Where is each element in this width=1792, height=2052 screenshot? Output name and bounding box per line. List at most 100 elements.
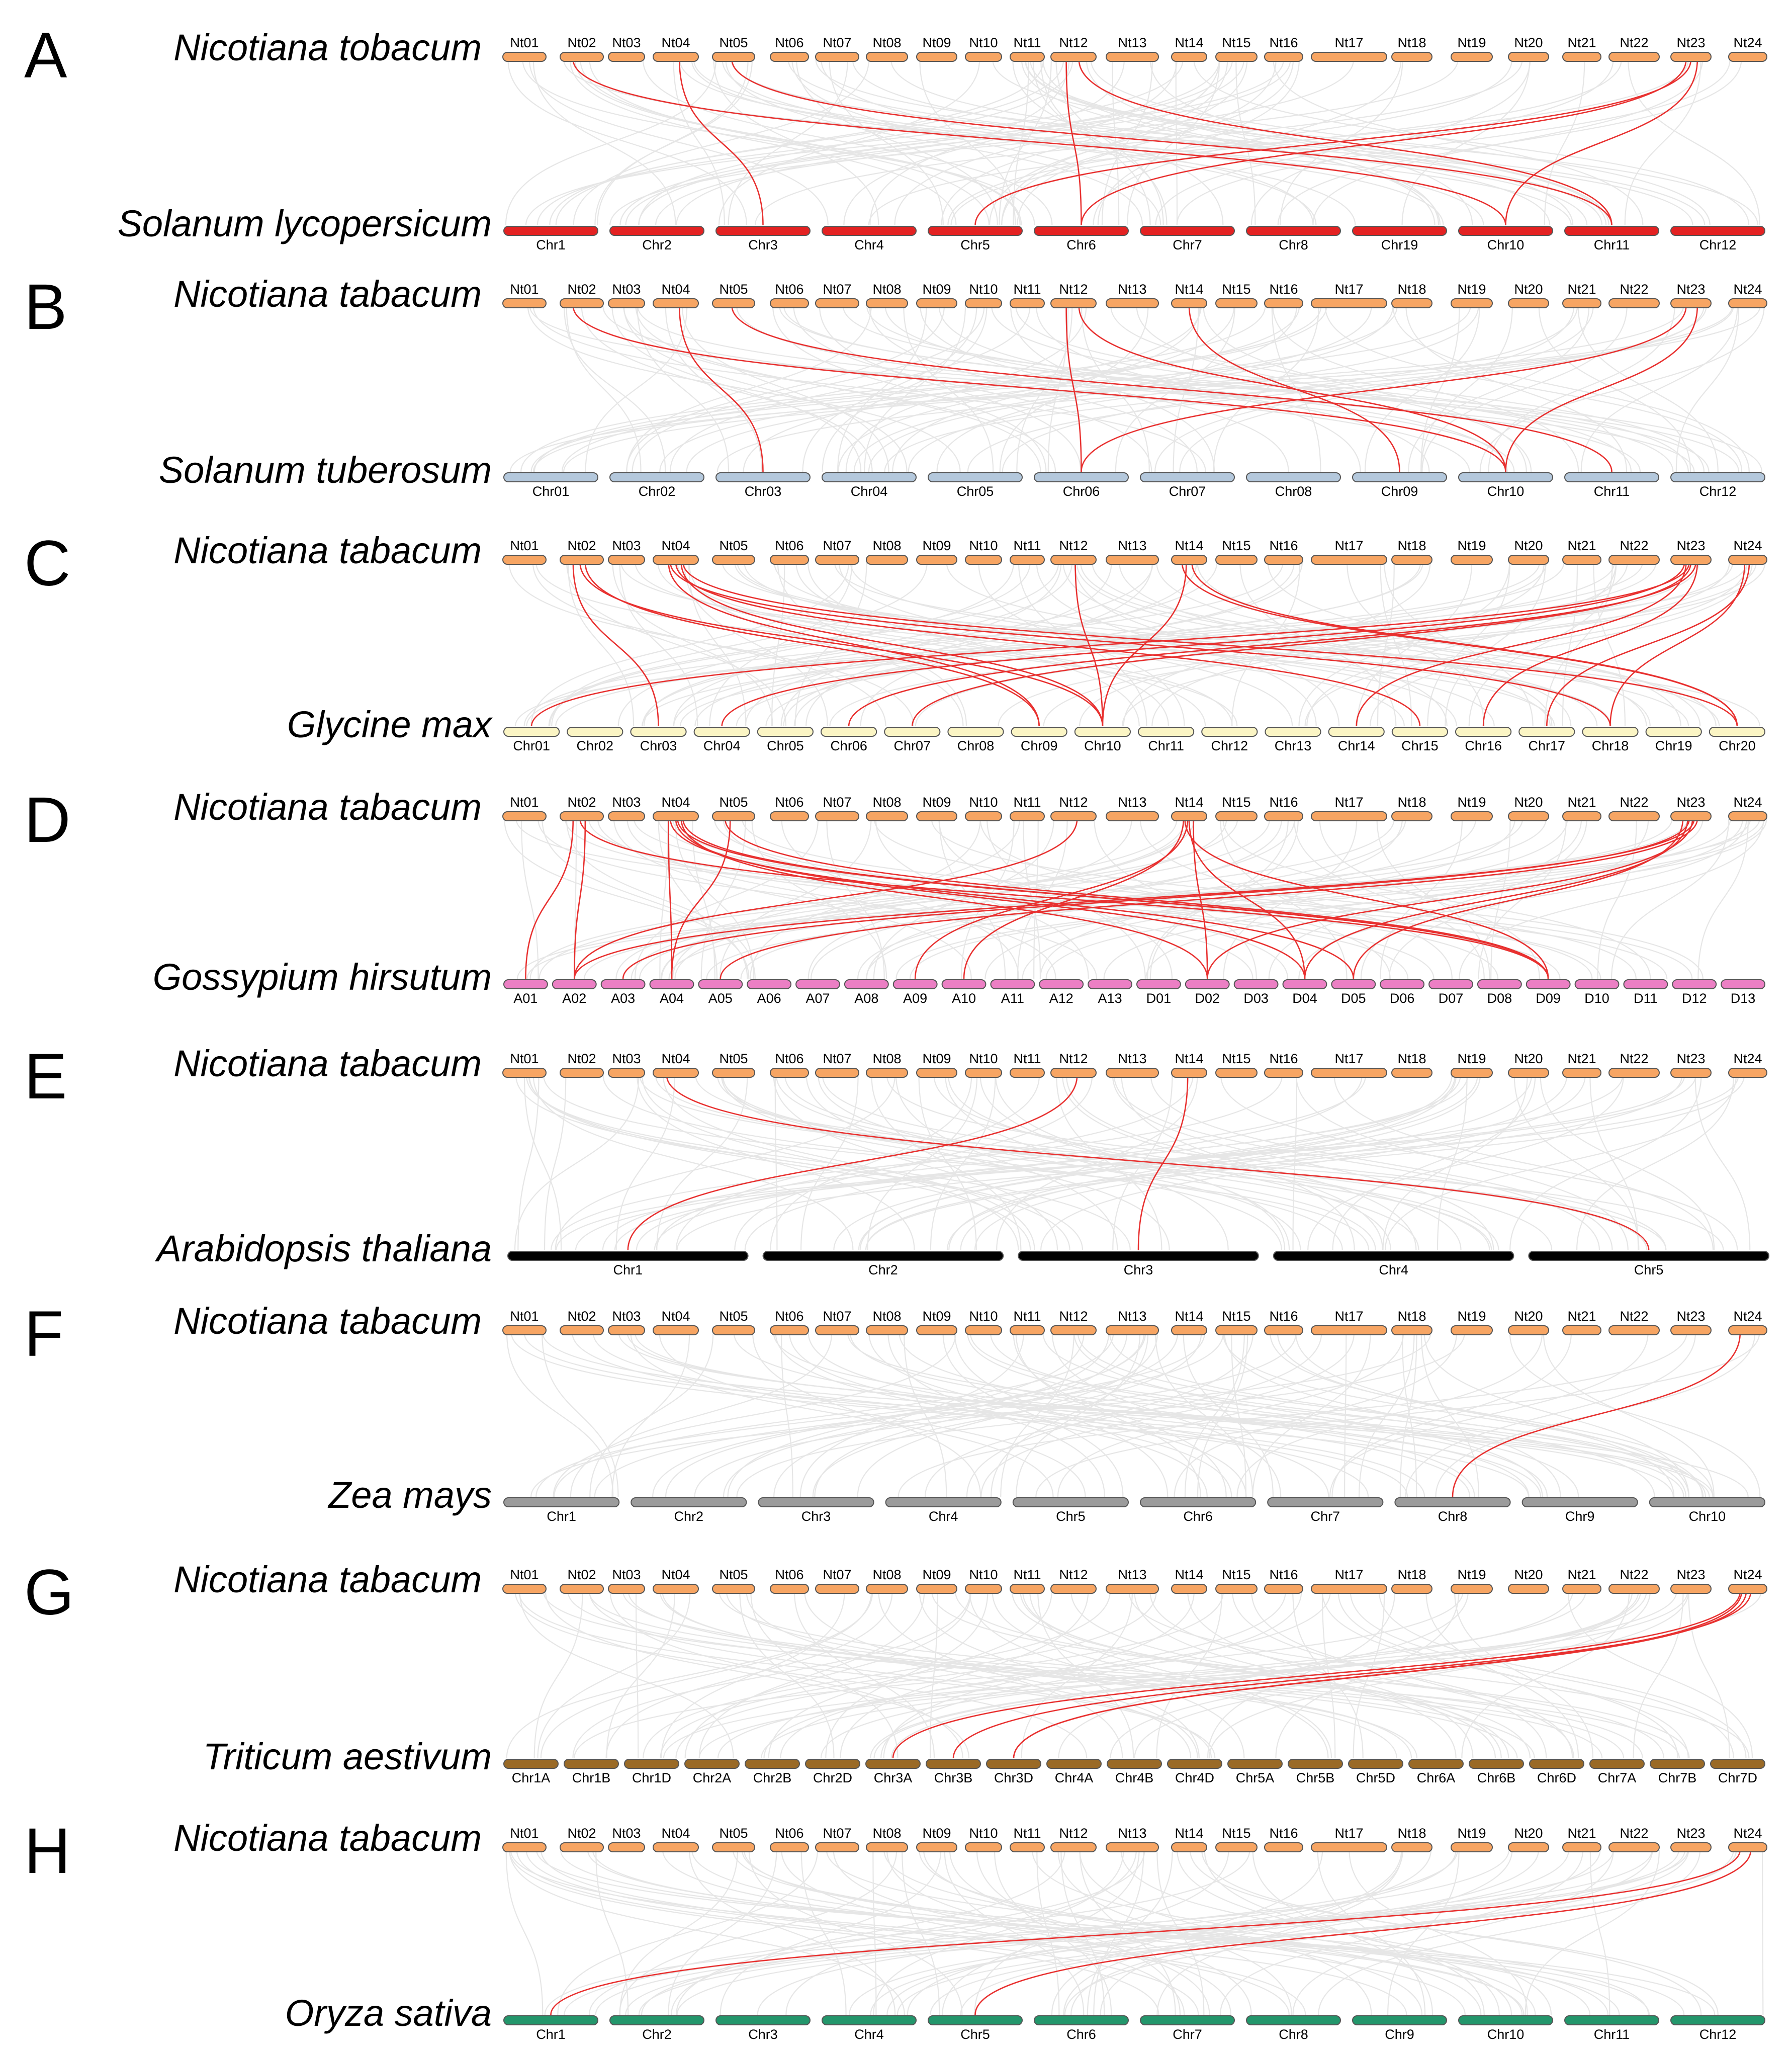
chromosome-bar	[1106, 555, 1159, 565]
highlight-links	[572, 305, 1698, 472]
chromosome-bar	[1106, 1842, 1159, 1852]
chromosome-label: Nt13	[1118, 1309, 1146, 1324]
background-link	[1337, 1591, 1678, 1759]
chromosome-bar	[770, 1068, 809, 1078]
chromosome-bar	[990, 979, 1035, 989]
chromosome-label: Nt06	[775, 35, 803, 50]
highlight-link	[1078, 59, 1612, 226]
chromosome-bar	[608, 1325, 645, 1335]
background-link	[1387, 1849, 1460, 2015]
background-link	[808, 818, 1132, 979]
chromosome-bar	[866, 1068, 908, 1078]
background-link	[606, 1591, 676, 1759]
chromosome-bar	[1709, 727, 1766, 737]
chromosome-bar	[1508, 811, 1549, 821]
chromosome-label: Nt11	[1013, 282, 1041, 297]
background-link	[967, 305, 1705, 472]
background-link	[1488, 305, 1675, 472]
chromosome-label: Chr3B	[934, 1770, 973, 1785]
chromosome-label: Chr12	[1699, 2027, 1737, 2042]
chromosome-label: Chr3A	[874, 1770, 913, 1785]
highlight-link	[974, 59, 1692, 226]
highlight-link	[1013, 1591, 1743, 1759]
chromosome-bar	[503, 1497, 620, 1507]
background-link	[1070, 1591, 1502, 1759]
chromosome-label: Nt13	[1118, 282, 1146, 297]
panel-g: Nt01 Nt02 Nt03 Nt04 Nt05 Nt06 Nt07 Nt08 Nt09 Nt10…	[24, 1557, 1767, 1785]
highlight-link	[1304, 818, 1688, 979]
chromosome-label: Nt06	[775, 795, 803, 810]
chromosome-bar	[502, 1842, 547, 1852]
background-link	[542, 1332, 619, 1497]
chromosome-bar	[1728, 298, 1767, 308]
chromosome-bar	[916, 1584, 957, 1594]
background-link	[944, 1849, 1085, 2015]
chromosome-label: Chr12	[1699, 237, 1737, 252]
chromosome-bar	[609, 2015, 704, 2025]
chromosome-bar	[693, 727, 750, 737]
chromosome-label: Chr6	[1183, 1509, 1213, 1524]
chromosome-label: Nt08	[872, 282, 901, 297]
highlight-link	[530, 562, 1690, 727]
highlight-links	[1452, 1332, 1741, 1497]
background-link	[1119, 562, 1553, 727]
chromosome-label: Nt16	[1269, 1826, 1298, 1841]
background-link	[771, 562, 785, 727]
background-link	[791, 59, 1161, 226]
chromosome-label: Nt10	[969, 35, 998, 50]
chromosome-label: Nt09	[922, 795, 951, 810]
chromosome-bar	[1010, 52, 1045, 62]
background-link	[1445, 562, 1546, 727]
background-link	[1364, 305, 1480, 472]
background-link	[592, 1849, 1620, 2015]
chromosome-bar	[916, 1068, 957, 1078]
background-link	[1761, 1849, 1764, 2015]
chromosome-label: Chr2	[642, 2027, 672, 2042]
chromosome-label: D07	[1439, 991, 1464, 1006]
background-link	[1298, 818, 1747, 979]
highlight-link	[1065, 59, 1082, 226]
background-link	[1304, 562, 1748, 727]
chromosome-label: Nt08	[872, 1567, 901, 1582]
background-link	[1093, 59, 1402, 226]
chromosome-bar	[1246, 472, 1341, 482]
chromosome-label: Nt05	[719, 1567, 748, 1582]
chromosome-label: Nt17	[1334, 795, 1363, 810]
chromosome-bar	[1050, 1068, 1097, 1078]
background-link	[1057, 1849, 1292, 2015]
background-link	[1112, 59, 1120, 226]
chromosome-label: Nt04	[661, 1567, 690, 1582]
background-link	[1321, 1591, 1689, 1759]
highlight-link	[573, 818, 1078, 979]
chromosome-label: Chr07	[894, 738, 931, 753]
background-link	[1538, 305, 1691, 472]
chromosome-label: Nt19	[1457, 282, 1486, 297]
chromosome-bar	[608, 52, 645, 62]
chromosome-label: Nt17	[1334, 1826, 1363, 1841]
chromosome-bar	[770, 1325, 809, 1335]
background-link	[663, 1591, 1677, 1759]
background-link	[659, 305, 1300, 472]
chromosome-label: Nt03	[612, 35, 641, 50]
background-link	[727, 1332, 1085, 1497]
panel-letter: D	[24, 784, 70, 856]
chromosome-label: Nt03	[612, 795, 641, 810]
chromosome-label: Nt15	[1222, 1567, 1250, 1582]
chromosome-bar	[503, 472, 598, 482]
chromosome-bar	[1670, 1584, 1712, 1594]
background-link	[1420, 1332, 1480, 1497]
background-link	[635, 818, 819, 979]
background-link	[522, 59, 1035, 226]
chromosome-label: D09	[1536, 991, 1561, 1006]
chromosome-label: Nt19	[1457, 1051, 1486, 1066]
chromosome-bar	[1508, 1584, 1549, 1594]
chromosome-bar	[502, 555, 547, 565]
chromosome-label: Nt09	[922, 1309, 951, 1324]
chromosome-label: Nt04	[661, 282, 690, 297]
chromosome-bar	[1050, 1325, 1097, 1335]
chromosome-bar	[1106, 298, 1159, 308]
panel-letter: B	[24, 271, 67, 343]
chromosome-bar	[502, 1584, 547, 1594]
background-link	[1332, 1075, 1536, 1251]
chromosome-bar	[762, 1251, 1004, 1261]
